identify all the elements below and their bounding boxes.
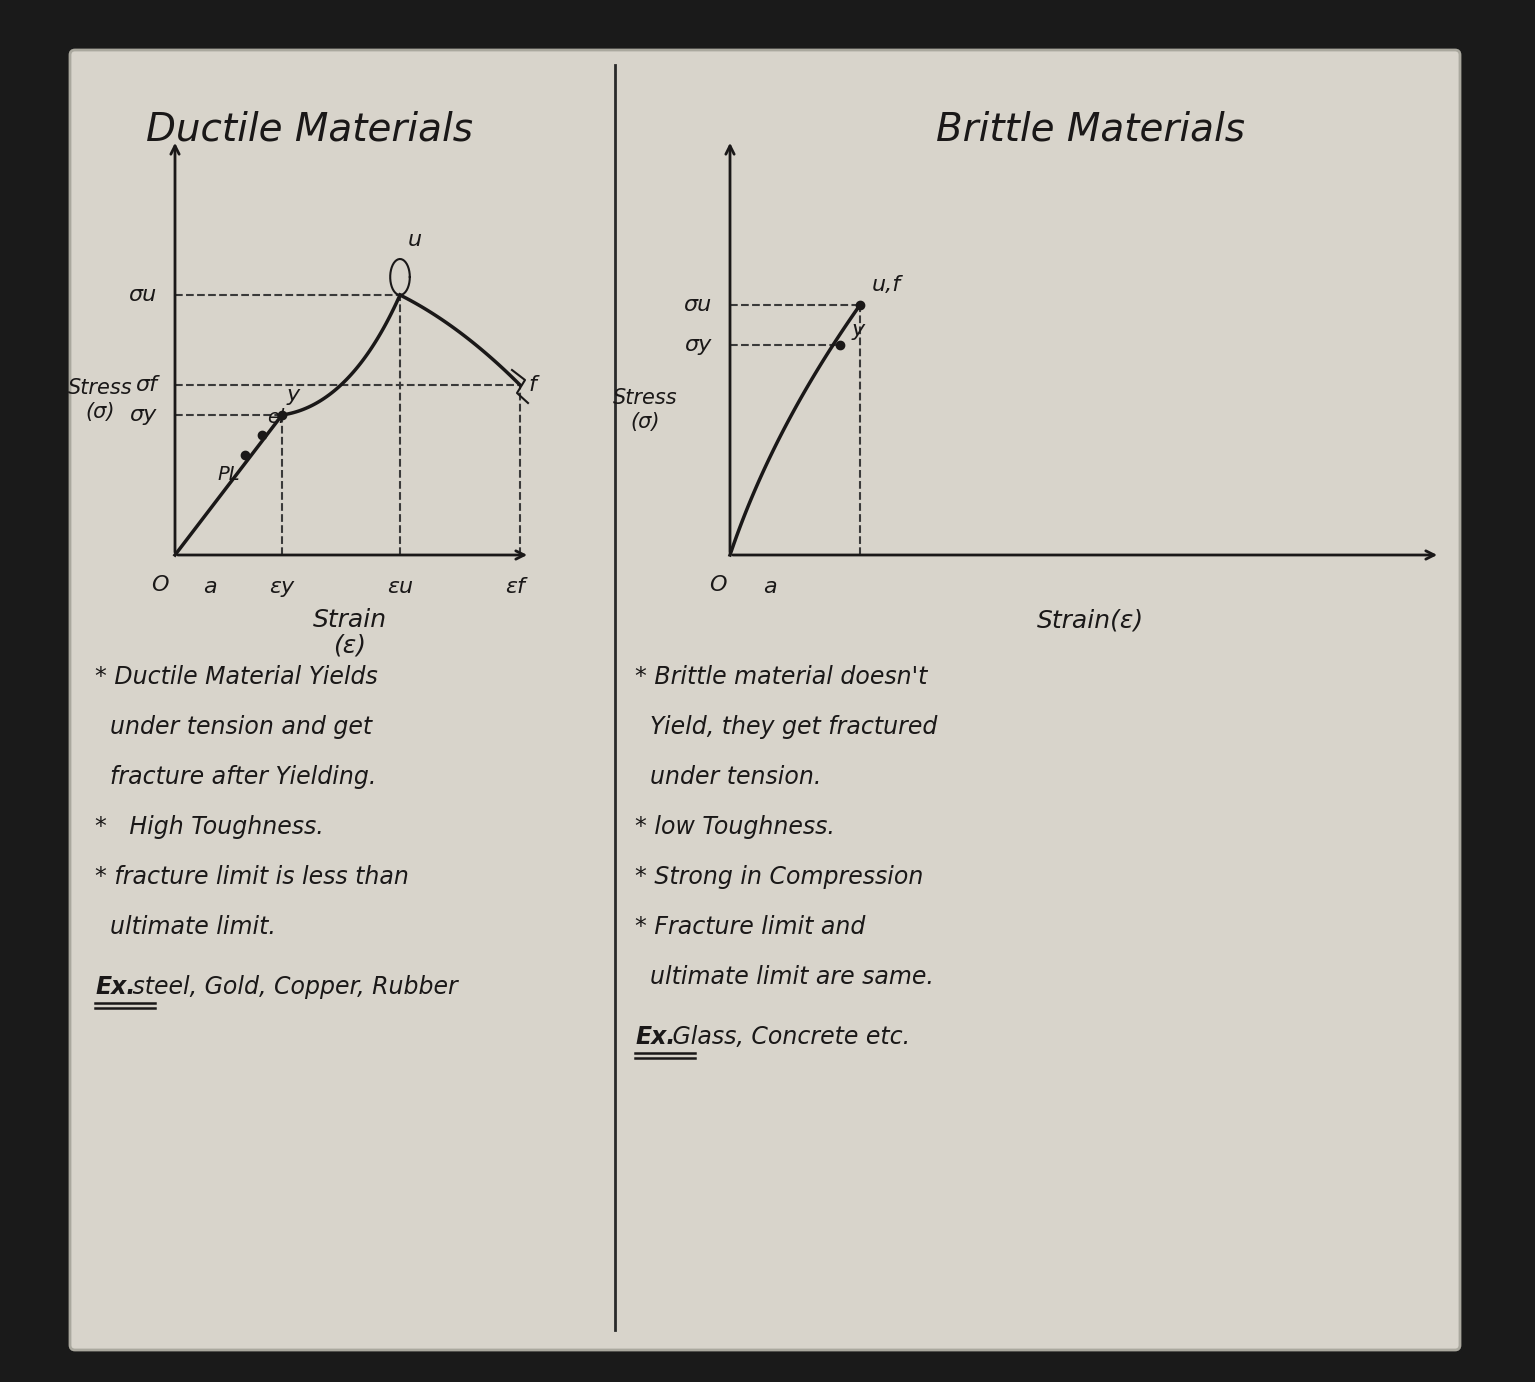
Text: y: y [287, 386, 301, 405]
Text: Strain(ε): Strain(ε) [1036, 608, 1144, 632]
Text: PL: PL [218, 464, 239, 484]
Text: el: el [267, 408, 284, 427]
Text: σu: σu [683, 294, 712, 315]
Text: ultimate limit are same.: ultimate limit are same. [635, 965, 933, 990]
Text: Stress
(σ): Stress (σ) [68, 379, 132, 422]
Text: * Ductile Material Yields: * Ductile Material Yields [95, 665, 378, 690]
Text: f: f [528, 375, 536, 395]
Text: εf: εf [505, 578, 525, 597]
Text: (ε): (ε) [333, 633, 367, 656]
Text: y: y [852, 321, 866, 340]
FancyBboxPatch shape [71, 50, 1460, 1350]
Text: Strain: Strain [313, 608, 387, 632]
Text: steel, Gold, Copper, Rubber: steel, Gold, Copper, Rubber [95, 974, 457, 999]
Text: O: O [709, 575, 726, 596]
Text: Ductile Materials: Ductile Materials [146, 111, 473, 148]
Text: a: a [763, 578, 777, 597]
Text: a: a [203, 578, 216, 597]
Text: * fracture limit is less than: * fracture limit is less than [95, 865, 408, 889]
Text: * Fracture limit and: * Fracture limit and [635, 915, 866, 938]
Text: * Brittle material doesn't: * Brittle material doesn't [635, 665, 927, 690]
Text: * Strong in Compression: * Strong in Compression [635, 865, 924, 889]
Text: εu: εu [387, 578, 413, 597]
Text: Stress
(σ): Stress (σ) [612, 388, 677, 431]
Text: εy: εy [270, 578, 295, 597]
Text: σf: σf [135, 375, 157, 395]
Text: σu: σu [129, 285, 157, 305]
Text: * low Toughness.: * low Toughness. [635, 815, 835, 839]
Text: Yield, they get fractured: Yield, they get fractured [635, 714, 938, 739]
Text: under tension.: under tension. [635, 766, 821, 789]
Text: under tension and get: under tension and get [95, 714, 371, 739]
Text: Ex.: Ex. [635, 1025, 675, 1049]
Text: σy: σy [130, 405, 157, 426]
Text: u: u [408, 229, 422, 250]
Text: Glass, Concrete etc.: Glass, Concrete etc. [635, 1025, 910, 1049]
Text: Brittle Materials: Brittle Materials [935, 111, 1245, 148]
Text: O: O [152, 575, 169, 596]
Text: σy: σy [685, 334, 712, 355]
Text: u,f: u,f [872, 275, 901, 294]
Text: fracture after Yielding.: fracture after Yielding. [95, 766, 376, 789]
Text: *   High Toughness.: * High Toughness. [95, 815, 324, 839]
Text: ultimate limit.: ultimate limit. [95, 915, 276, 938]
Text: Ex.: Ex. [95, 974, 135, 999]
